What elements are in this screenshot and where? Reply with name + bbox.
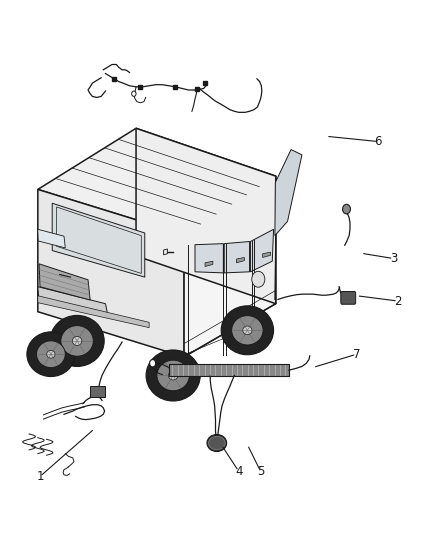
Ellipse shape — [232, 316, 263, 345]
Polygon shape — [251, 229, 274, 272]
Circle shape — [150, 360, 155, 367]
Ellipse shape — [208, 437, 225, 450]
Text: 4: 4 — [235, 465, 242, 478]
Polygon shape — [38, 128, 276, 235]
FancyBboxPatch shape — [341, 292, 356, 304]
Ellipse shape — [221, 306, 274, 355]
Polygon shape — [136, 128, 276, 304]
Polygon shape — [224, 241, 250, 273]
Circle shape — [343, 204, 350, 214]
Polygon shape — [38, 296, 149, 328]
Ellipse shape — [72, 336, 82, 345]
Text: 6: 6 — [374, 135, 382, 148]
Text: 7: 7 — [353, 348, 360, 361]
Circle shape — [252, 271, 265, 287]
Polygon shape — [263, 252, 271, 257]
Ellipse shape — [169, 371, 178, 380]
Polygon shape — [195, 244, 223, 273]
Polygon shape — [52, 203, 145, 277]
Polygon shape — [163, 249, 167, 255]
Text: 3: 3 — [390, 252, 397, 265]
FancyBboxPatch shape — [90, 385, 105, 397]
Polygon shape — [38, 189, 184, 357]
Ellipse shape — [146, 350, 200, 401]
Polygon shape — [275, 150, 302, 236]
Ellipse shape — [243, 326, 252, 335]
Ellipse shape — [27, 332, 75, 376]
Ellipse shape — [47, 350, 55, 358]
Polygon shape — [205, 261, 213, 266]
Polygon shape — [38, 229, 65, 248]
Circle shape — [132, 91, 136, 96]
Polygon shape — [237, 257, 244, 263]
Ellipse shape — [50, 316, 104, 367]
Polygon shape — [184, 176, 276, 357]
Polygon shape — [38, 287, 108, 314]
Polygon shape — [39, 264, 90, 300]
Bar — [169, 365, 289, 376]
Text: 2: 2 — [394, 295, 402, 308]
Text: 5: 5 — [257, 465, 264, 478]
Ellipse shape — [36, 341, 65, 368]
Ellipse shape — [61, 326, 93, 356]
Text: 1: 1 — [36, 470, 44, 483]
Ellipse shape — [207, 434, 226, 451]
Ellipse shape — [157, 360, 189, 391]
